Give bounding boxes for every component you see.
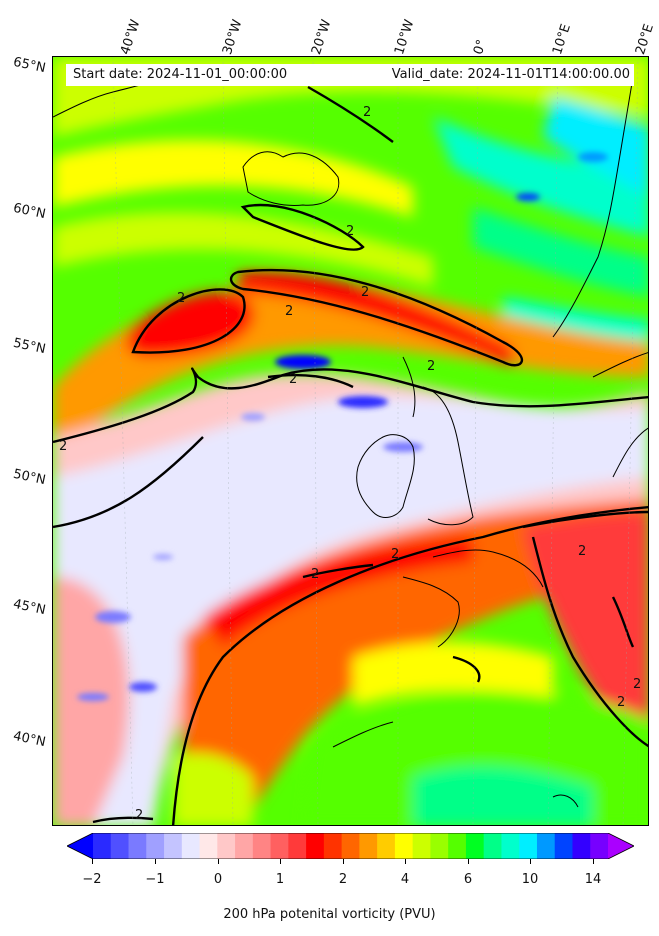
colorbar-segment <box>146 833 165 859</box>
colorbar-tick: 10 <box>521 872 539 887</box>
colorbar-tick: −1 <box>145 872 165 887</box>
colorbar-tickmark <box>155 859 156 864</box>
lon-label-0: 0° <box>471 37 490 57</box>
contour-label: 2 <box>578 544 587 559</box>
colorbar-tick: 1 <box>275 872 285 887</box>
colorbar-segment <box>519 833 538 859</box>
colorbar-segment <box>554 833 574 859</box>
colorbar-segment <box>359 833 378 859</box>
contour-label: 2 <box>427 359 436 374</box>
contour-label: 2 <box>135 808 144 823</box>
colorbar-segment <box>501 833 520 859</box>
colorbar-extend-min <box>67 833 93 859</box>
lon-label-40w: 40°W <box>118 17 144 57</box>
contour-label: 2 <box>391 547 400 562</box>
contour-label: 2 <box>363 105 372 120</box>
colorbar-segment <box>465 833 485 859</box>
pv-map: 2 2 2 2 2 2 2 2 2 2 2 2 2 2 <box>52 56 649 826</box>
colorbar-tickmark <box>405 859 406 864</box>
contour-label: 2 <box>346 224 355 239</box>
date-info-box: Start date: 2024-11-01_00:00:00 Valid_da… <box>66 64 634 86</box>
colorbar-segment <box>377 833 396 859</box>
colorbar-segment <box>306 833 325 859</box>
colorbar-segment <box>181 833 201 859</box>
colorbar-extend-max <box>608 833 634 859</box>
colorbar-segment <box>217 833 236 859</box>
colorbar-tick: 4 <box>400 872 410 887</box>
lat-label-60n: 60°N <box>11 200 47 223</box>
contour-label: 2 <box>59 439 68 454</box>
colorbar-segment <box>572 833 591 859</box>
colorbar-segment <box>412 833 432 859</box>
colorbar-tickmark <box>343 859 344 864</box>
contour-label: 2 <box>633 677 642 692</box>
colorbar-segment <box>536 833 556 859</box>
colorbar-tick: 6 <box>463 872 473 887</box>
contour-label: 2 <box>617 695 626 710</box>
colorbar-segment <box>394 833 414 859</box>
colorbar-tickmark <box>530 859 531 864</box>
lon-label-10e: 10°E <box>550 22 574 57</box>
contour-label: 2 <box>285 304 294 319</box>
lat-label-50n: 50°N <box>11 466 47 489</box>
colorbar-tickmark <box>280 859 281 864</box>
colorbar-segment <box>93 833 112 859</box>
colorbar-segment <box>448 833 467 859</box>
lat-label-65n: 65°N <box>11 54 47 77</box>
contour-label: 2 <box>361 285 370 300</box>
pv-2pvu-contours <box>53 85 648 825</box>
colorbar <box>66 832 635 860</box>
colorbar-segment <box>288 833 307 859</box>
colorbar-tickmark <box>593 859 594 864</box>
colorbar-segment <box>252 833 272 859</box>
colorbar-segment <box>110 833 130 859</box>
valid-date-label: Valid_date: 2024-11-01T14:00:00.00 <box>391 67 630 82</box>
colorbar-tick: −2 <box>82 872 102 887</box>
colorbar-tick: 2 <box>338 872 348 887</box>
contour-label: 2 <box>177 291 186 306</box>
colorbar-segment <box>430 833 449 859</box>
lon-label-20w: 20°W <box>309 17 335 57</box>
colorbar-tickmark <box>468 859 469 864</box>
colorbar-segment <box>590 833 609 859</box>
start-date-label: Start date: 2024-11-01_00:00:00 <box>73 67 288 82</box>
pv-negative-patches <box>77 152 608 701</box>
pv-map-svg <box>53 57 648 825</box>
colorbar-segment <box>483 833 503 859</box>
colorbar-tickmark <box>92 859 93 864</box>
lat-label-45n: 45°N <box>11 596 47 619</box>
colorbar-segment <box>164 833 183 859</box>
colorbar-label: 200 hPa potenital vorticity (PVU) <box>223 907 436 922</box>
colorbar-tickmark <box>218 859 219 864</box>
colorbar-segment <box>199 833 218 859</box>
contour-label: 2 <box>311 567 320 582</box>
lon-label-20e: 20°E <box>633 22 657 57</box>
lon-label-10w: 10°W <box>392 17 418 57</box>
graticule <box>112 57 639 825</box>
lat-label-55n: 55°N <box>11 335 47 358</box>
colorbar-tick: 14 <box>584 872 602 887</box>
colorbar-svg <box>66 832 635 860</box>
lon-label-30w: 30°W <box>220 17 246 57</box>
contour-label: 2 <box>289 372 298 387</box>
colorbar-tick: 0 <box>213 872 223 887</box>
colorbar-segment <box>270 833 289 859</box>
colorbar-segment <box>323 833 343 859</box>
colorbar-segment <box>341 833 360 859</box>
colorbar-segment <box>235 833 254 859</box>
colorbar-segment <box>128 833 147 859</box>
lat-label-40n: 40°N <box>11 728 47 751</box>
